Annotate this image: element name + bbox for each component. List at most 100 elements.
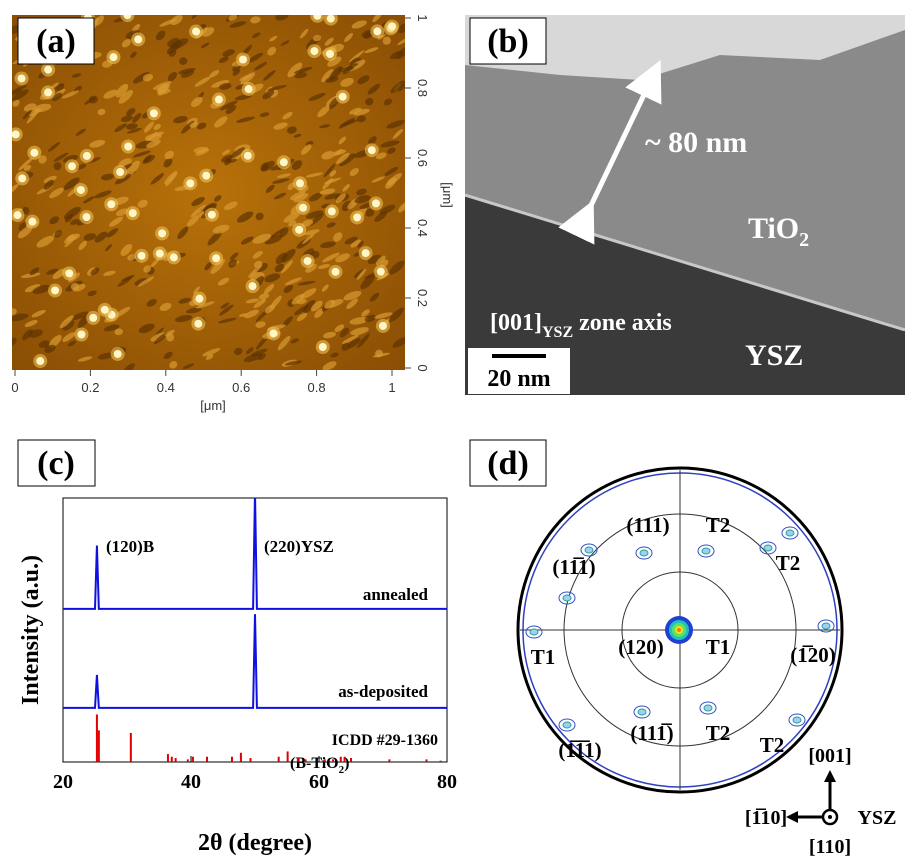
pole-contour (563, 595, 571, 601)
series-label: annealed (363, 585, 429, 604)
film-subscript: 2 (799, 229, 809, 251)
particle (328, 207, 336, 215)
zone-index: [001] (490, 310, 542, 336)
panel-a: (a) [μm] [μm] 00.20.40.60.8100.20.40.60.… (4, 8, 455, 413)
y-tick-label: 1 (415, 14, 430, 21)
particle (245, 85, 253, 93)
particle (208, 211, 216, 219)
particle (129, 209, 137, 217)
particle (339, 93, 347, 101)
x-unit: [μm] (200, 398, 226, 413)
annotation: (120)B (106, 537, 154, 556)
particle (101, 306, 109, 314)
pole-label: (111̅) (630, 721, 673, 745)
x-tick-label: 40 (181, 771, 201, 793)
particle (379, 322, 387, 330)
x-tick-label: 80 (437, 771, 457, 793)
pole-label: (11̅1) (552, 555, 595, 579)
arrowhead (786, 811, 798, 823)
pole-contour (585, 547, 593, 553)
particle (116, 168, 124, 176)
particle (18, 74, 26, 82)
y-tick-label: 0.6 (415, 149, 430, 167)
particle (51, 286, 59, 294)
particle (215, 96, 223, 104)
particle (13, 211, 21, 219)
pole-contour (704, 705, 712, 711)
particle (372, 199, 380, 207)
particle (319, 343, 327, 351)
particle (304, 257, 312, 265)
plot-area (63, 493, 447, 762)
particle (388, 22, 396, 30)
pole-label: T2 (776, 551, 801, 575)
axis-label: [001] (808, 745, 851, 767)
panel-d: (d) (111)T2T2(11̅1)T1(120)T1(1̅20)(1̅1̅1… (470, 440, 896, 858)
particle (186, 179, 194, 187)
pole-label: (1̅1̅1) (558, 738, 601, 762)
particle (158, 229, 166, 237)
particle (12, 130, 20, 138)
particle (68, 162, 76, 170)
particle (170, 253, 178, 261)
particle (310, 47, 318, 55)
panel-label: (b) (487, 23, 529, 60)
pole-contour (822, 623, 830, 629)
substrate-label: YSZ (745, 339, 803, 372)
y-tick-label: 0.4 (415, 219, 430, 237)
particle (89, 314, 97, 322)
particle (313, 12, 321, 20)
x-tick-label: 0 (11, 380, 18, 395)
particle (202, 172, 210, 180)
particle (195, 295, 203, 303)
y-unit: [μm] (440, 182, 455, 208)
pole-contour (764, 545, 772, 551)
particle (77, 331, 85, 339)
x-tick-label: 20 (53, 771, 73, 793)
particle (280, 158, 288, 166)
out-of-plane-dot (828, 815, 832, 819)
pole-contour (638, 709, 646, 715)
pole-contour (530, 629, 538, 635)
particle (114, 350, 122, 358)
axis-label: [1̅10] (745, 807, 787, 829)
zone-subscript: YSZ (542, 324, 573, 341)
x-tick-label: 0.4 (157, 380, 175, 395)
particle (377, 268, 385, 276)
pole-label: T2 (760, 733, 785, 757)
y-label: Intensity (a.u.) (18, 555, 44, 705)
pole-label: T2 (706, 513, 731, 537)
particle (83, 152, 91, 160)
particle (331, 268, 339, 276)
particle (65, 269, 73, 277)
pole-contour (702, 548, 710, 554)
particle (44, 88, 52, 96)
particle (36, 357, 44, 365)
particle (109, 53, 117, 61)
series-label: as-deposited (338, 682, 428, 701)
y-tick-label: 0.8 (415, 79, 430, 97)
thickness-label: ~ 80 nm (645, 126, 747, 159)
phase-text: (B-TiO (290, 755, 339, 772)
particle (124, 142, 132, 150)
pole-contour (793, 717, 801, 723)
particle (296, 179, 304, 187)
particle (362, 249, 370, 257)
film-text: TiO (748, 212, 799, 245)
particle (150, 109, 158, 117)
central-pole (677, 628, 681, 632)
particle (18, 174, 26, 182)
panel-b (465, 15, 905, 395)
pole-label: (111) (626, 513, 669, 537)
series-label: ICDD #29-1360 (332, 732, 438, 749)
zone-text: zone axis (573, 310, 672, 336)
particle (194, 320, 202, 328)
particle (299, 204, 307, 212)
particle (44, 66, 52, 74)
pole-label: T2 (706, 721, 731, 745)
x-tick-label: 0.2 (81, 380, 99, 395)
particle (107, 200, 115, 208)
pole-contour (786, 530, 794, 536)
figure: (a) [μm] [μm] 00.20.40.60.8100.20.40.60.… (0, 0, 905, 859)
particle (156, 250, 164, 258)
